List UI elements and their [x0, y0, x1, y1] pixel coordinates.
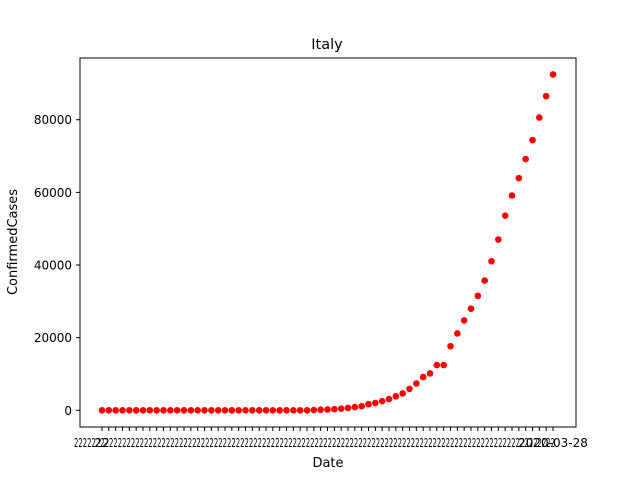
data-point [399, 390, 406, 397]
data-point [406, 385, 413, 393]
y-tick-label: 20000 [34, 331, 72, 345]
y-tick-label: 40000 [34, 259, 72, 273]
data-point [542, 92, 550, 100]
data-point [249, 406, 256, 414]
data-point [337, 405, 345, 412]
data-point [310, 406, 318, 414]
data-point [460, 317, 468, 324]
plot-area [79, 57, 577, 428]
data-point [146, 406, 154, 414]
data-point [536, 114, 543, 121]
data-point [255, 406, 263, 414]
data-point [132, 406, 140, 414]
x-tick-labels-overlapping: 2222222222222222222222222222222222222222… [74, 436, 555, 450]
data-point [112, 406, 119, 414]
data-point [495, 236, 502, 243]
data-point [488, 257, 495, 265]
data-point [160, 406, 167, 414]
data-point [474, 292, 482, 300]
data-point [522, 155, 529, 163]
data-point [358, 402, 365, 410]
x-tick-label-last: 2020-03-28 [518, 436, 588, 450]
data-point [283, 406, 290, 414]
data-point [269, 406, 277, 414]
data-point [378, 397, 386, 405]
data-point [180, 406, 188, 414]
data-point [440, 361, 447, 369]
data-point [139, 406, 147, 414]
data-points [98, 71, 557, 414]
data-point [467, 305, 475, 312]
x-axis-label: Date [312, 456, 343, 471]
data-point [228, 406, 236, 414]
data-point [344, 404, 352, 412]
data-point [290, 406, 297, 414]
data-point [351, 403, 359, 411]
data-point [262, 406, 270, 414]
data-point [126, 406, 133, 414]
data-point [433, 361, 441, 369]
y-tick-label: 0 [64, 404, 72, 418]
data-point [454, 330, 461, 337]
y-axis: 0 20000 40000 60000 80000 [34, 113, 80, 418]
data-point [235, 406, 242, 414]
chart-title: Italy [311, 37, 343, 53]
data-point [426, 370, 434, 377]
data-point [549, 71, 557, 78]
data-point [98, 406, 106, 414]
data-point [529, 136, 536, 144]
data-point [105, 406, 113, 414]
data-point [331, 405, 338, 413]
data-point [317, 406, 324, 414]
data-point [214, 406, 222, 414]
data-point [153, 406, 160, 414]
y-axis-label: ConfirmedCases [6, 189, 21, 295]
data-point [119, 406, 126, 414]
data-point [167, 406, 174, 414]
x-axis: 2222222222222222222222222222222222222222… [74, 427, 588, 450]
data-point [173, 406, 181, 414]
data-point [201, 406, 208, 414]
data-point [187, 406, 195, 414]
data-point [296, 406, 304, 414]
y-tick-label: 60000 [34, 186, 72, 200]
data-point [413, 380, 420, 387]
data-point [303, 406, 311, 414]
data-point [515, 174, 523, 182]
data-point [221, 406, 229, 414]
data-point [419, 373, 427, 381]
data-point [276, 406, 283, 414]
data-point [385, 395, 393, 403]
y-tick-label: 80000 [34, 113, 72, 127]
data-point [447, 342, 454, 350]
x-tick-label-first: 22 [94, 436, 109, 450]
data-point [242, 406, 249, 414]
data-point [324, 406, 331, 413]
data-point [208, 406, 215, 414]
data-point [508, 192, 516, 199]
data-point [365, 400, 372, 408]
data-point [372, 399, 379, 407]
data-point [481, 277, 488, 284]
data-point [501, 212, 509, 220]
data-point [392, 392, 400, 400]
data-point [194, 406, 201, 414]
